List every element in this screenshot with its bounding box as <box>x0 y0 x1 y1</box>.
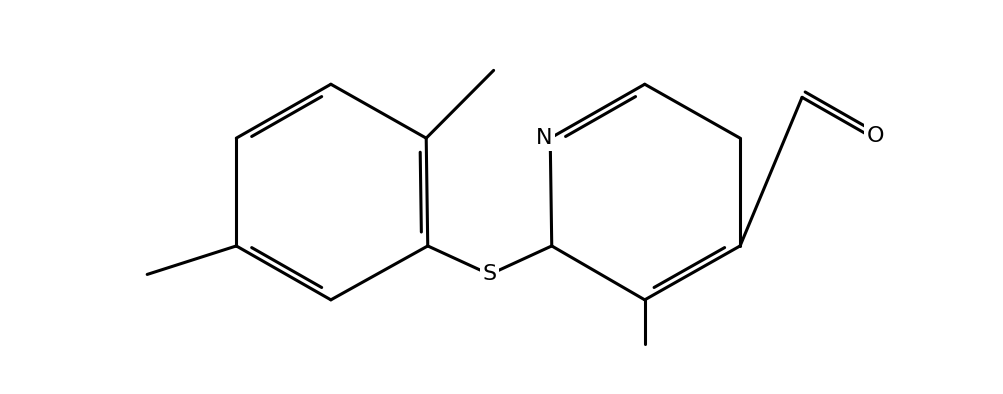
Text: N: N <box>536 128 552 148</box>
Text: O: O <box>866 126 884 146</box>
Text: S: S <box>482 264 496 284</box>
